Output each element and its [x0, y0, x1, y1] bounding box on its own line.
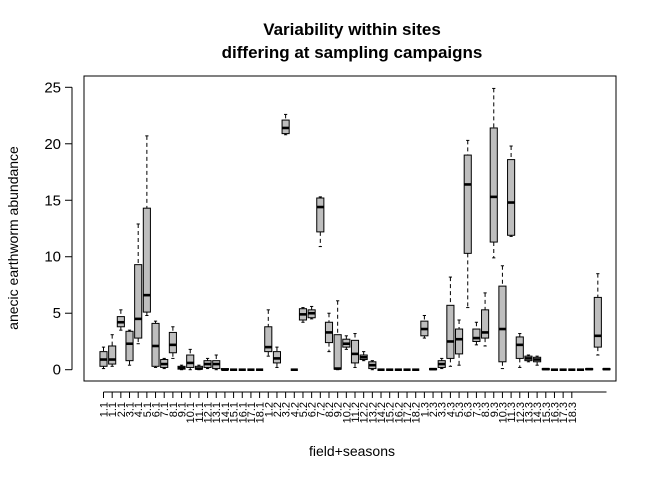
x-tick-label: 1.2 — [263, 402, 275, 417]
x-tick-label: 13.1 — [211, 402, 223, 423]
x-tick-label: 7.2 — [315, 402, 327, 417]
box — [264, 326, 273, 353]
y-tick-label: 20 — [44, 136, 61, 153]
x-tick-label: 3.1 — [125, 402, 137, 417]
x-tick-label: 5.2 — [298, 402, 310, 417]
x-tick-label: 17.2 — [402, 402, 414, 423]
x-tick-label: 9.1 — [177, 402, 189, 417]
box — [168, 331, 177, 354]
y-tick-label: 5 — [53, 305, 61, 322]
box — [515, 336, 524, 359]
x-tick-label: 2.1 — [116, 402, 128, 417]
box — [186, 354, 195, 368]
x-tick-label: 13.2 — [367, 402, 379, 423]
x-tick-label: 8.1 — [168, 402, 180, 417]
box — [463, 154, 472, 254]
x-tick-label: 1.3 — [419, 402, 431, 417]
x-tick-label: 10.3 — [497, 402, 509, 423]
x-tick-label: 3.3 — [437, 402, 449, 417]
chart-subtitle: differing at sampling campaigns — [222, 43, 483, 62]
box — [472, 328, 481, 342]
box — [316, 197, 325, 233]
x-tick-label: 1.1 — [107, 402, 119, 417]
x-tick-label: 9.2 — [333, 402, 345, 417]
y-tick-label: 10 — [44, 249, 61, 266]
box — [108, 345, 117, 365]
x-tick-label: 9.3 — [489, 402, 501, 417]
box — [498, 285, 507, 363]
x-tick-label: 11.1 — [194, 402, 206, 423]
y-axis-label: anecic earthworm abundance — [5, 146, 21, 330]
box — [489, 127, 498, 243]
x-tick-label: 1.1 — [99, 402, 111, 417]
x-tick-label: 10.1 — [185, 402, 197, 423]
x-tick-label: 11.2 — [350, 402, 362, 423]
x-tick-label: 13.3 — [523, 402, 535, 423]
x-tick-label: 4.3 — [445, 402, 457, 417]
box — [446, 304, 455, 359]
x-tick-label: 4.2 — [289, 402, 301, 417]
x-tick-label: 12.3 — [515, 402, 527, 423]
x-tick-label: 17.1 — [246, 402, 258, 423]
x-tick-label: 6.3 — [463, 402, 475, 417]
box — [507, 159, 516, 236]
box — [333, 334, 342, 370]
y-tick-label: 15 — [44, 192, 61, 209]
plot-frame — [83, 75, 617, 382]
x-tick-label: 16.1 — [237, 402, 249, 423]
box — [593, 296, 602, 348]
x-tick-label: 12.2 — [359, 402, 371, 423]
x-tick-label: 7.1 — [159, 402, 171, 417]
box — [455, 328, 464, 355]
x-tick-label: 17.3 — [558, 402, 570, 423]
x-tick-label: 5.3 — [454, 402, 466, 417]
x-tick-label: 15.1 — [229, 402, 241, 423]
plot-area: 05101520251.11.12.13.14.15.16.17.18.19.1… — [44, 75, 617, 423]
x-tick-label: 5.1 — [142, 402, 154, 417]
x-tick-label: 8.2 — [324, 402, 336, 417]
x-tick-label: 14.3 — [532, 402, 544, 423]
x-tick-label: 15.3 — [541, 402, 553, 423]
x-tick-label: 16.3 — [549, 402, 561, 423]
x-tick-label: 14.2 — [376, 402, 388, 423]
x-axis-label: field+seasons — [309, 443, 395, 459]
x-tick-label: 11.3 — [506, 402, 518, 423]
y-tick-label: 25 — [44, 79, 61, 96]
x-tick-label: 2.3 — [428, 402, 440, 417]
x-tick-label: 15.2 — [385, 402, 397, 423]
x-tick-label: 7.3 — [471, 402, 483, 417]
box — [125, 330, 134, 362]
x-tick-label: 6.2 — [307, 402, 319, 417]
x-tick-label: 14.1 — [220, 402, 232, 423]
x-tick-label: 8.3 — [480, 402, 492, 417]
x-tick-label: 12.1 — [203, 402, 215, 423]
x-tick-label: 18.1 — [255, 402, 267, 423]
x-tick-label: 4.1 — [133, 402, 145, 417]
chart-title: Variability within sites — [263, 20, 441, 39]
y-tick-label: 0 — [53, 362, 61, 379]
box — [142, 207, 151, 313]
box — [350, 339, 360, 364]
x-tick-label: 3.2 — [281, 402, 293, 417]
x-tick-label: 18.3 — [567, 402, 579, 423]
box — [134, 264, 143, 339]
x-tick-label: 10.2 — [341, 402, 353, 423]
box — [481, 309, 490, 339]
x-tick-label: 6.1 — [151, 402, 163, 417]
x-tick-label: 16.2 — [393, 402, 405, 423]
x-tick-label: 2.2 — [272, 402, 284, 417]
x-tick-label: 18.2 — [411, 402, 423, 423]
